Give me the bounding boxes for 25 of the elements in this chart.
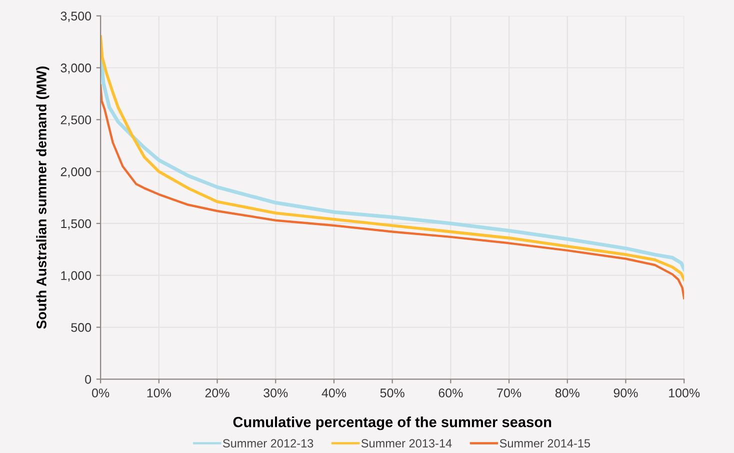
x-tick-label: 40% (322, 388, 346, 398)
x-tick-label: 100% (669, 388, 700, 398)
x-tick-label: 20% (205, 388, 230, 398)
y-tick-label: 2,000 (60, 167, 92, 178)
y-tick-label: 0 (85, 374, 92, 384)
y-axis-title: South Australian summer demand (MW) (36, 66, 50, 329)
y-tick-label: 500 (71, 323, 92, 332)
y-tick-label: 2,500 (60, 115, 92, 126)
line-series (100, 84, 684, 300)
y-tick-label: 1,500 (61, 219, 92, 230)
y-tick-label: 1,000 (61, 271, 92, 282)
x-tick-label: 0% (92, 388, 110, 398)
x-tick-label: 50% (380, 388, 404, 398)
x-tick-label: 60% (438, 388, 463, 398)
y-tick-label: 3,000 (60, 64, 92, 74)
x-tick-label: 90% (614, 388, 638, 398)
legend-label: Summer 2013-14 (361, 439, 452, 448)
x-tick-label: 70% (497, 388, 522, 398)
y-tick-label: 3,500 (60, 12, 92, 22)
x-axis-title: Cumulative percentage of the summer season (233, 416, 552, 430)
x-tick-label: 30% (264, 388, 288, 398)
x-tick-label: 80% (555, 388, 580, 398)
x-tick-label: 10% (147, 388, 171, 398)
legend-label: Summer 2014-15 (500, 439, 590, 448)
legend-label: Summer 2012-13 (223, 439, 314, 448)
